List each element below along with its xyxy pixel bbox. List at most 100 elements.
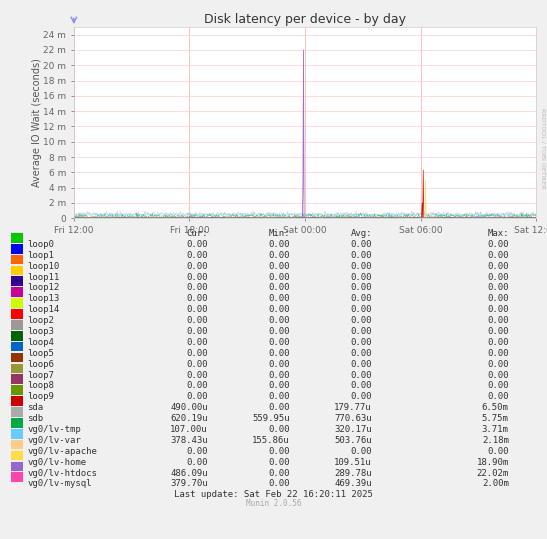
- Text: 3.71m: 3.71m: [482, 425, 509, 434]
- Text: 22.02m: 22.02m: [476, 468, 509, 478]
- Text: vg0/lv-mysql: vg0/lv-mysql: [27, 479, 92, 488]
- Text: 0.00: 0.00: [187, 305, 208, 314]
- Text: 490.00u: 490.00u: [170, 403, 208, 412]
- Text: 0.00: 0.00: [269, 468, 290, 478]
- Text: 0.00: 0.00: [487, 349, 509, 358]
- Text: 5.75m: 5.75m: [482, 414, 509, 423]
- Text: 0.00: 0.00: [187, 447, 208, 456]
- Text: 0.00: 0.00: [351, 273, 372, 281]
- Text: 0.00: 0.00: [487, 447, 509, 456]
- Text: RRDTOOL / TOBI OETIKER: RRDTOOL / TOBI OETIKER: [541, 108, 546, 189]
- Text: 0.00: 0.00: [269, 273, 290, 281]
- Text: Avg:: Avg:: [351, 229, 372, 238]
- Text: 0.00: 0.00: [351, 382, 372, 390]
- Text: 0.00: 0.00: [187, 458, 208, 467]
- Text: loop3: loop3: [27, 327, 54, 336]
- Text: 0.00: 0.00: [269, 479, 290, 488]
- Text: 0.00: 0.00: [187, 382, 208, 390]
- Text: 0.00: 0.00: [187, 316, 208, 325]
- Text: 0.00: 0.00: [187, 284, 208, 293]
- Text: 0.00: 0.00: [187, 392, 208, 402]
- Text: 0.00: 0.00: [487, 316, 509, 325]
- Text: loop10: loop10: [27, 262, 60, 271]
- Text: 0.00: 0.00: [351, 294, 372, 303]
- Text: 0.00: 0.00: [269, 360, 290, 369]
- Text: 0.00: 0.00: [487, 360, 509, 369]
- Text: loop7: loop7: [27, 371, 54, 379]
- Text: loop14: loop14: [27, 305, 60, 314]
- Text: 0.00: 0.00: [487, 371, 509, 379]
- Text: 0.00: 0.00: [187, 327, 208, 336]
- Text: 0.00: 0.00: [487, 294, 509, 303]
- Text: 0.00: 0.00: [269, 240, 290, 249]
- Text: loop13: loop13: [27, 294, 60, 303]
- Text: 0.00: 0.00: [487, 284, 509, 293]
- Text: 0.00: 0.00: [269, 382, 290, 390]
- Text: loop9: loop9: [27, 392, 54, 402]
- Text: loop1: loop1: [27, 251, 54, 260]
- Text: vg0/lv-htdocs: vg0/lv-htdocs: [27, 468, 97, 478]
- Text: 0.00: 0.00: [187, 251, 208, 260]
- Text: loop8: loop8: [27, 382, 54, 390]
- Text: 155.86u: 155.86u: [252, 436, 290, 445]
- Text: 0.00: 0.00: [269, 425, 290, 434]
- Text: 0.00: 0.00: [351, 240, 372, 249]
- Text: 0.00: 0.00: [269, 327, 290, 336]
- Text: 503.76u: 503.76u: [334, 436, 372, 445]
- Text: 0.00: 0.00: [269, 294, 290, 303]
- Text: 18.90m: 18.90m: [476, 458, 509, 467]
- Text: 0.00: 0.00: [351, 360, 372, 369]
- Text: 2.00m: 2.00m: [482, 479, 509, 488]
- Text: 0.00: 0.00: [351, 338, 372, 347]
- Text: 0.00: 0.00: [351, 316, 372, 325]
- Text: 0.00: 0.00: [269, 371, 290, 379]
- Text: 0.00: 0.00: [487, 251, 509, 260]
- Text: 770.63u: 770.63u: [334, 414, 372, 423]
- Text: 0.00: 0.00: [351, 447, 372, 456]
- Text: 0.00: 0.00: [269, 392, 290, 402]
- Text: 107.00u: 107.00u: [170, 425, 208, 434]
- Text: loop0: loop0: [27, 240, 54, 249]
- Text: sda: sda: [27, 403, 43, 412]
- Text: loop2: loop2: [27, 316, 54, 325]
- Text: Min:: Min:: [269, 229, 290, 238]
- Text: Cur:: Cur:: [187, 229, 208, 238]
- Text: vg0/lv-apache: vg0/lv-apache: [27, 447, 97, 456]
- Text: 0.00: 0.00: [351, 262, 372, 271]
- Text: 0.00: 0.00: [351, 284, 372, 293]
- Text: loop4: loop4: [27, 338, 54, 347]
- Text: Last update: Sat Feb 22 16:20:11 2025: Last update: Sat Feb 22 16:20:11 2025: [174, 490, 373, 499]
- Title: Disk latency per device - by day: Disk latency per device - by day: [204, 13, 406, 26]
- Text: 0.00: 0.00: [269, 262, 290, 271]
- Text: 0.00: 0.00: [351, 349, 372, 358]
- Text: 379.70u: 379.70u: [170, 479, 208, 488]
- Text: 0.00: 0.00: [187, 360, 208, 369]
- Text: 109.51u: 109.51u: [334, 458, 372, 467]
- Text: 0.00: 0.00: [187, 262, 208, 271]
- Text: 0.00: 0.00: [351, 327, 372, 336]
- Text: 0.00: 0.00: [187, 294, 208, 303]
- Text: 179.77u: 179.77u: [334, 403, 372, 412]
- Text: 0.00: 0.00: [269, 251, 290, 260]
- Text: Max:: Max:: [487, 229, 509, 238]
- Text: loop6: loop6: [27, 360, 54, 369]
- Text: 0.00: 0.00: [351, 305, 372, 314]
- Text: 0.00: 0.00: [351, 392, 372, 402]
- Text: 0.00: 0.00: [269, 338, 290, 347]
- Text: Munin 2.0.56: Munin 2.0.56: [246, 499, 301, 508]
- Text: 6.50m: 6.50m: [482, 403, 509, 412]
- Text: 486.09u: 486.09u: [170, 468, 208, 478]
- Y-axis label: Average IO Wait (seconds): Average IO Wait (seconds): [32, 58, 42, 187]
- Text: loop12: loop12: [27, 284, 60, 293]
- Text: vg0/lv-var: vg0/lv-var: [27, 436, 81, 445]
- Text: 0.00: 0.00: [269, 349, 290, 358]
- Text: 620.19u: 620.19u: [170, 414, 208, 423]
- Text: 0.00: 0.00: [487, 262, 509, 271]
- Text: 0.00: 0.00: [269, 458, 290, 467]
- Text: 0.00: 0.00: [269, 447, 290, 456]
- Text: 0.00: 0.00: [351, 251, 372, 260]
- Text: 0.00: 0.00: [187, 371, 208, 379]
- Text: 0.00: 0.00: [487, 382, 509, 390]
- Text: 469.39u: 469.39u: [334, 479, 372, 488]
- Text: 0.00: 0.00: [351, 371, 372, 379]
